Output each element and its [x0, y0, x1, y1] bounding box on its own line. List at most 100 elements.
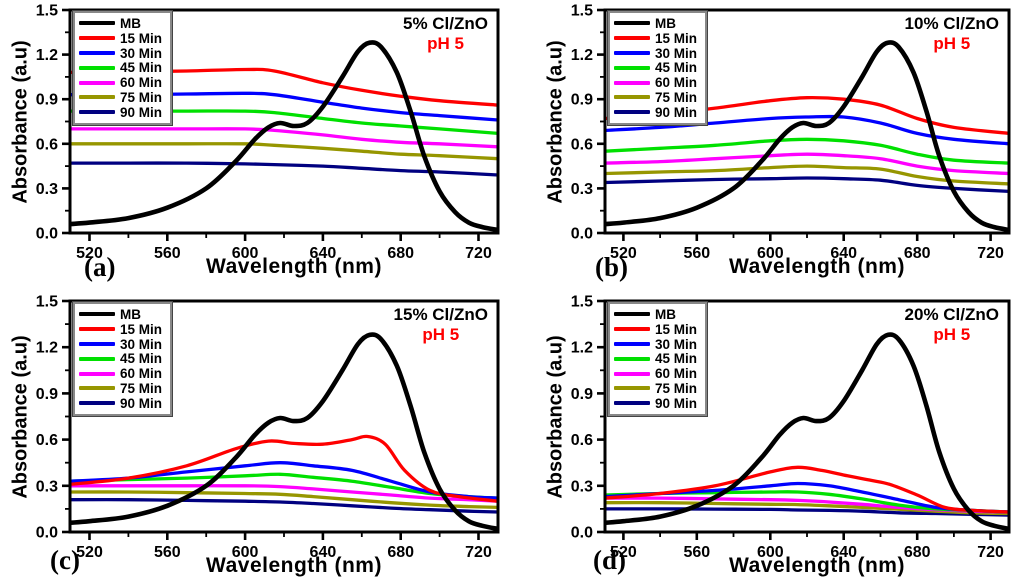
panel-annotation: 20% Cl/ZnO pH 5	[905, 305, 999, 344]
legend-item-90-min: 90 Min	[614, 396, 697, 411]
legend-line-swatch	[614, 386, 650, 391]
legend-line-swatch	[614, 312, 650, 317]
legend-line-swatch	[614, 65, 650, 70]
legend-label: 30 Min	[655, 45, 698, 61]
legend-line-swatch	[614, 371, 650, 376]
catalyst-title: 15% Cl/ZnO	[393, 305, 488, 324]
x-tick-label: 680	[904, 544, 931, 561]
ph-label: pH 5	[422, 324, 460, 344]
legend-line-swatch	[79, 371, 115, 376]
series-curve-90-min	[605, 176, 1009, 194]
x-axis-label: Wavelength (nm)	[206, 554, 382, 577]
legend-item-15-min: 15 Min	[79, 322, 162, 337]
y-tick-label: 0.6	[571, 432, 593, 449]
legend-label: 30 Min	[120, 45, 163, 61]
y-axis-label: Absorbance (a.u)	[544, 39, 567, 204]
x-tick-label: 680	[387, 544, 414, 561]
panel-letter: (d)	[593, 545, 626, 575]
x-tick-label: 640	[830, 245, 857, 262]
panel-letter: (b)	[595, 252, 628, 282]
x-tick-label: 600	[757, 544, 784, 561]
plot-area-d: 520 560 600 640 680 720 0.0 0.3 0.6 0.9 1.2 1.5	[571, 294, 1011, 561]
legend-line-swatch	[614, 21, 650, 26]
legend-item-mb: MB	[614, 307, 697, 322]
x-tick-label: 680	[904, 245, 931, 262]
legend-label: 90 Min	[120, 104, 163, 120]
x-tick-label: 560	[154, 245, 181, 262]
panel-annotation: 15% Cl/ZnO pH 5	[394, 305, 488, 344]
x-tick-label: 520	[76, 544, 103, 561]
y-tick-label: 1.2	[36, 340, 58, 357]
legend-item-45-min: 45 Min	[614, 351, 697, 366]
series-curve-75-min	[70, 490, 498, 510]
y-tick-label: 1.5	[36, 294, 58, 311]
panel-b: 520 560 600 640 680 720 0.0 0.3 0.6 0.9 1.2 1.5 Abs…	[509, 0, 1017, 288]
y-tick-label: 0.3	[36, 181, 58, 198]
legend-line-swatch	[79, 65, 115, 70]
legend-line-swatch	[614, 80, 650, 85]
legend-line-swatch	[79, 95, 115, 100]
y-tick-label: 0.0	[36, 525, 58, 542]
series-curve-75-min	[605, 164, 1009, 186]
legend-item-90-min: 90 Min	[79, 396, 162, 411]
legend-label: 90 Min	[120, 395, 163, 411]
plot-area-b: 520 560 600 640 680 720 0.0 0.3 0.6 0.9 1.2 1.5	[571, 3, 1011, 262]
y-tick-label: 0.9	[36, 386, 58, 403]
legend-label: MB	[655, 306, 676, 322]
panel-c: 520 560 600 640 680 720 0.0 0.3 0.6 0.9 1.2 1.5 Abs…	[0, 289, 508, 577]
legend-item-30-min: 30 Min	[614, 46, 697, 61]
catalyst-title: 10% Cl/ZnO	[904, 14, 999, 33]
ph-label: pH 5	[933, 324, 971, 344]
x-tick-label: 560	[683, 544, 710, 561]
x-tick-label: 600	[232, 544, 259, 561]
series-curve-15-min	[605, 465, 1009, 514]
legend-item-60-min: 60 Min	[614, 366, 697, 381]
legend-item-90-min: 90 Min	[614, 105, 697, 120]
y-tick-label: 0.6	[571, 136, 593, 153]
legend-item-60-min: 60 Min	[79, 75, 162, 90]
legend-label: 60 Min	[120, 75, 163, 91]
y-axis-label: Absorbance (a.u)	[9, 39, 32, 204]
catalyst-title: 5% Cl/ZnO	[402, 14, 488, 33]
y-tick-label: 0.3	[36, 478, 58, 495]
x-tick-label: 560	[154, 544, 181, 561]
y-axis-label: Absorbance (a.u)	[9, 334, 32, 499]
x-tick-label: 720	[977, 544, 1004, 561]
legend-label: 75 Min	[655, 380, 698, 396]
legend-item-mb: MB	[79, 16, 162, 31]
legend-label: 15 Min	[655, 30, 698, 46]
series-curve-45-min	[605, 137, 1009, 165]
y-tick-label: 1.2	[36, 47, 58, 64]
legend-label: 45 Min	[655, 351, 698, 367]
panel-annotation: 5% Cl/ZnO pH 5	[403, 14, 488, 53]
y-tick-label: 0.3	[571, 478, 593, 495]
legend-item-mb: MB	[614, 16, 697, 31]
legend-item-75-min: 75 Min	[614, 90, 697, 105]
panel-d: 520 560 600 640 680 720 0.0 0.3 0.6 0.9 1.2 1.5 Abs…	[509, 289, 1017, 577]
series-curve-90-min	[70, 498, 498, 514]
legend-line-swatch	[614, 327, 650, 332]
legend-label: 75 Min	[655, 89, 698, 105]
y-tick-label: 1.5	[571, 294, 593, 311]
y-tick-label: 0.6	[36, 432, 58, 449]
series-curve-mb	[70, 40, 498, 233]
legend-line-swatch	[79, 21, 115, 26]
panel-letter: (c)	[50, 545, 80, 575]
legend-label: MB	[120, 306, 141, 322]
legend-line-swatch	[79, 80, 115, 85]
legend-line-swatch	[614, 401, 650, 406]
x-tick-label: 640	[310, 245, 337, 262]
legend-line-swatch	[614, 341, 650, 346]
legend-label: 15 Min	[120, 321, 163, 337]
legend-item-45-min: 45 Min	[614, 60, 697, 75]
x-tick-label: 520	[610, 245, 637, 262]
series-curve-60-min	[70, 484, 498, 503]
x-tick-label: 720	[465, 245, 492, 262]
legend: MB 15 Min 30 Min 45 Min 60 Min 75 Min 90 Min	[606, 301, 709, 417]
legend-item-15-min: 15 Min	[79, 31, 162, 46]
legend-label: 45 Min	[655, 60, 698, 76]
series-curve-90-min	[70, 161, 498, 177]
legend-line-swatch	[79, 341, 115, 346]
ph-label: pH 5	[933, 33, 971, 53]
legend-item-60-min: 60 Min	[614, 75, 697, 90]
